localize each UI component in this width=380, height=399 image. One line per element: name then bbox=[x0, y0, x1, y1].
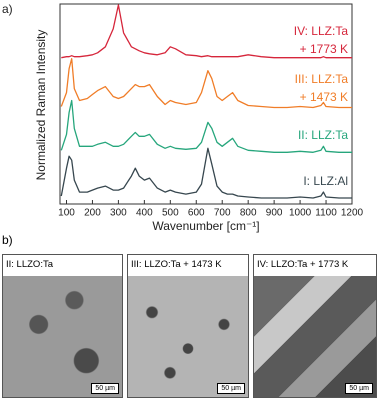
series-label: I: LLZ:Al bbox=[303, 174, 348, 188]
x-tick-label: 900 bbox=[266, 208, 283, 219]
spectrum-line bbox=[61, 4, 352, 59]
x-tick-label: 500 bbox=[162, 208, 179, 219]
sem-image: 50 µm bbox=[128, 276, 248, 397]
scale-bar: 50 µm bbox=[217, 383, 245, 394]
x-tick-label: 1000 bbox=[289, 208, 312, 219]
x-axis-label: Wavenumber [cm⁻¹] bbox=[152, 219, 259, 233]
x-tick-label: 100 bbox=[58, 208, 75, 219]
caption: II: LLZO:Ta bbox=[6, 259, 53, 270]
sem-panel: II: LLZO:Ta 50 µm bbox=[2, 254, 123, 398]
x-tick-label: 700 bbox=[214, 208, 231, 219]
caption: IV: LLZO:Ta + 1773 K bbox=[257, 259, 349, 270]
chart: a) Normalized Raman Intensity Wavenumber… bbox=[2, 2, 364, 233]
panel-label: a) bbox=[2, 2, 13, 16]
x-tick-label: 300 bbox=[110, 208, 127, 219]
x-tick-label: 400 bbox=[136, 208, 153, 219]
plot-frame bbox=[59, 3, 353, 205]
sem-image: 50 µm bbox=[3, 276, 122, 397]
spectrum-line bbox=[60, 99, 352, 153]
scale-bar: 50 µm bbox=[345, 383, 373, 394]
x-tick-label: 1200 bbox=[341, 208, 364, 219]
spectrum-line bbox=[60, 58, 352, 109]
panel-label: b) bbox=[2, 233, 13, 247]
spectrum-line bbox=[60, 147, 352, 199]
x-tick-label: 1100 bbox=[315, 208, 337, 219]
series-label: II: LLZ:Ta bbox=[297, 128, 348, 142]
x-tick-label: 600 bbox=[188, 208, 205, 219]
sem-panel: III: LLZO:Ta + 1473 K 50 µm bbox=[127, 254, 249, 398]
sem-image: 50 µm bbox=[254, 276, 376, 397]
caption: III: LLZO:Ta + 1473 K bbox=[131, 259, 222, 270]
x-tick-label: 800 bbox=[240, 208, 257, 219]
series-label: IV: LLZ:Ta + 1773 K bbox=[293, 24, 348, 56]
scale-bar: 50 µm bbox=[91, 383, 119, 394]
series-label: III: LLZ:Ta + 1473 K bbox=[294, 72, 348, 104]
x-tick-label: 200 bbox=[84, 208, 101, 219]
y-axis-label: Normalized Raman Intensity bbox=[34, 30, 48, 181]
sem-panel: IV: LLZO:Ta + 1773 K 50 µm bbox=[253, 254, 377, 398]
